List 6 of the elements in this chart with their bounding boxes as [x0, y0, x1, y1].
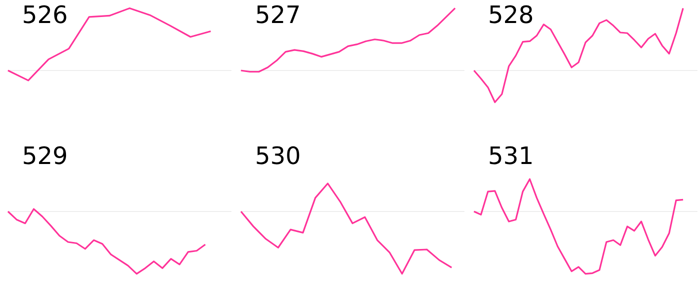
chart-title: 526 — [22, 1, 68, 29]
chart-title: 528 — [488, 1, 534, 29]
chart-title: 527 — [255, 1, 301, 29]
chart-title: 531 — [488, 142, 534, 170]
chart-title: 530 — [255, 142, 301, 170]
chart-title: 529 — [22, 142, 68, 170]
